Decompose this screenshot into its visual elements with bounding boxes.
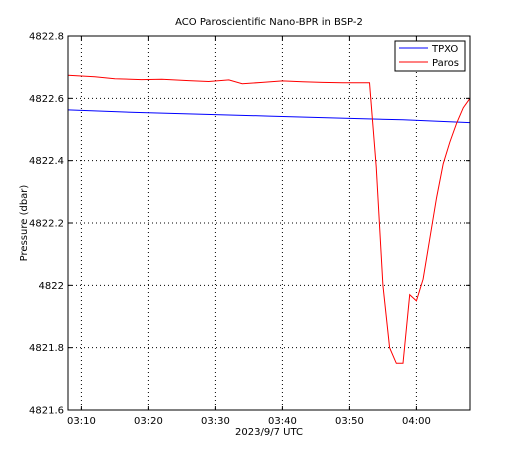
x-tick-label: 03:20 xyxy=(134,416,163,427)
y-tick-label: 4822.8 xyxy=(29,32,64,43)
legend-label-tpxo: TPXO xyxy=(431,44,458,55)
y-tick-label: 4821.6 xyxy=(29,406,64,417)
legend-label-paros: Paros xyxy=(432,58,459,69)
y-tick-label: 4822.4 xyxy=(29,156,64,167)
legend: TPXO Paros xyxy=(394,40,466,72)
series-line-tpxo xyxy=(67,109,471,124)
series-lines xyxy=(67,74,471,364)
grid xyxy=(68,36,470,410)
axis-ticks: 03:10 03:20 03:30 03:40 03:50 04:00 4821.6 4821… xyxy=(29,32,470,427)
y-tick-label: 4821.8 xyxy=(29,343,64,354)
chart-title: ACO Paroscientific Nano-BPR in BSP-2 xyxy=(175,17,363,28)
y-axis-label: Pressure (dbar) xyxy=(19,185,30,262)
y-tick-label: 4822.6 xyxy=(29,94,64,105)
series-line-paros xyxy=(67,74,471,364)
x-tick-label: 03:30 xyxy=(201,416,230,427)
x-tick-label: 03:50 xyxy=(335,416,364,427)
y-tick-label: 4822.2 xyxy=(29,219,64,230)
x-tick-label: 03:10 xyxy=(67,416,96,427)
x-axis-label: 2023/9/7 UTC xyxy=(235,427,303,438)
y-tick-label: 4822 xyxy=(39,281,64,292)
x-tick-label: 03:40 xyxy=(268,416,297,427)
x-tick-label: 04:00 xyxy=(402,416,431,427)
legend-box xyxy=(394,40,466,72)
